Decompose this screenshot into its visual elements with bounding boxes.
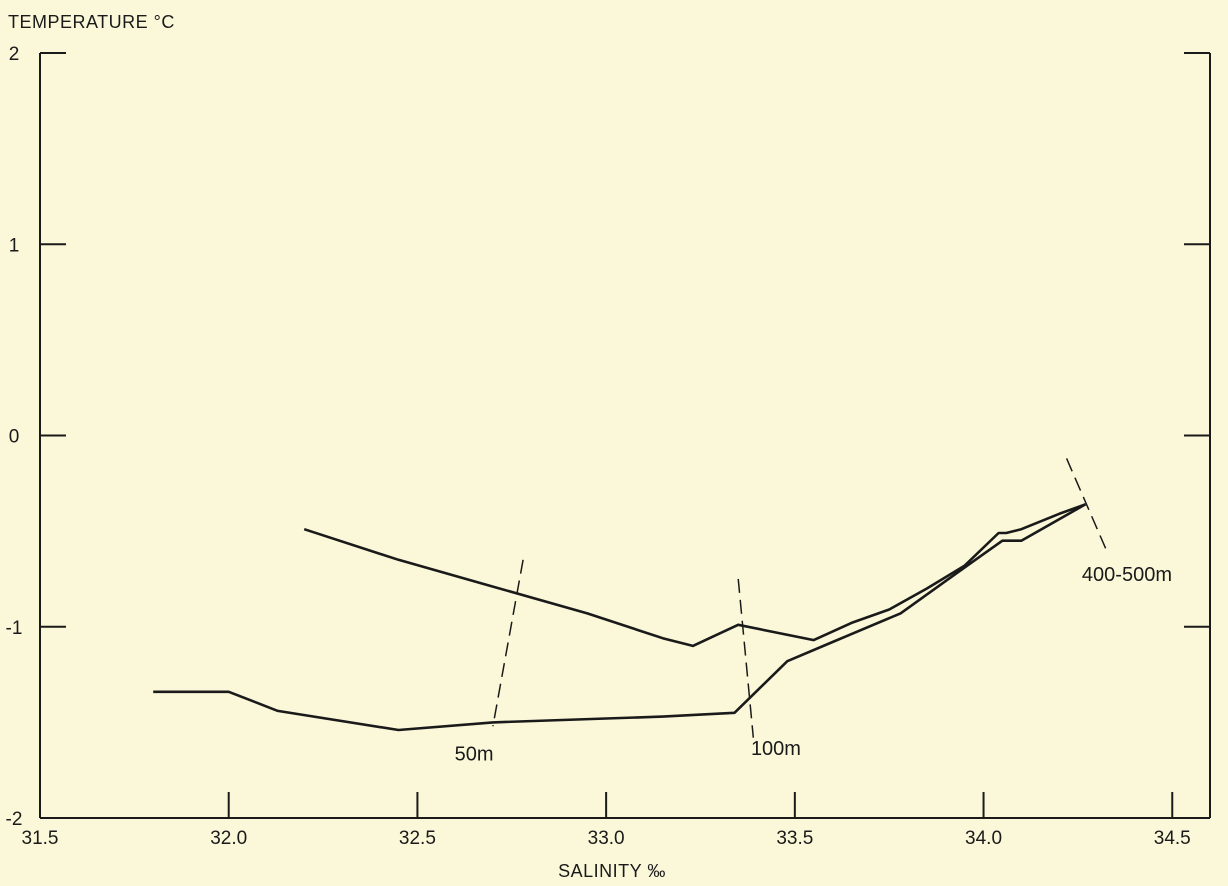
y-tick-label: 0 xyxy=(9,427,20,448)
x-axis-title: SALINITY ‰ xyxy=(558,861,666,881)
depth-markers: 50m 100m 400-500m xyxy=(455,458,1172,766)
x-tick-label: 34.0 xyxy=(965,828,1002,849)
x-tick-label: 32.5 xyxy=(399,828,436,849)
x-tick-label: 34.5 xyxy=(1154,828,1191,849)
y-tick-label: -2 xyxy=(6,809,23,830)
depth-marker-line xyxy=(1065,458,1109,555)
ts-curves xyxy=(153,503,1087,732)
ts-curve-2 xyxy=(153,503,1087,732)
y-axis-title: TEMPERATURE °C xyxy=(8,12,175,32)
x-tick-label: 32.0 xyxy=(210,828,247,849)
axis-ticks: 2 1 0 -1 -231.5 32.0 32.5 33.0 33.5 34.0 34.5 xyxy=(6,44,1210,849)
depth-marker-line xyxy=(737,578,755,738)
depth-marker-line xyxy=(492,559,524,727)
y-tick-label: 1 xyxy=(9,235,20,256)
plot-frame xyxy=(39,53,1211,819)
y-tick-label: -1 xyxy=(6,618,23,639)
x-tick-label: 33.0 xyxy=(588,828,625,849)
x-tick-label: 31.5 xyxy=(22,828,59,849)
ts-curve-1 xyxy=(303,503,1086,648)
depth-marker-label: 50m xyxy=(455,744,494,766)
y-tick-label: 2 xyxy=(9,44,20,65)
depth-marker-label: 400-500m xyxy=(1082,564,1172,586)
x-tick-label: 33.5 xyxy=(776,828,813,849)
depth-marker-label: 100m xyxy=(751,738,801,760)
